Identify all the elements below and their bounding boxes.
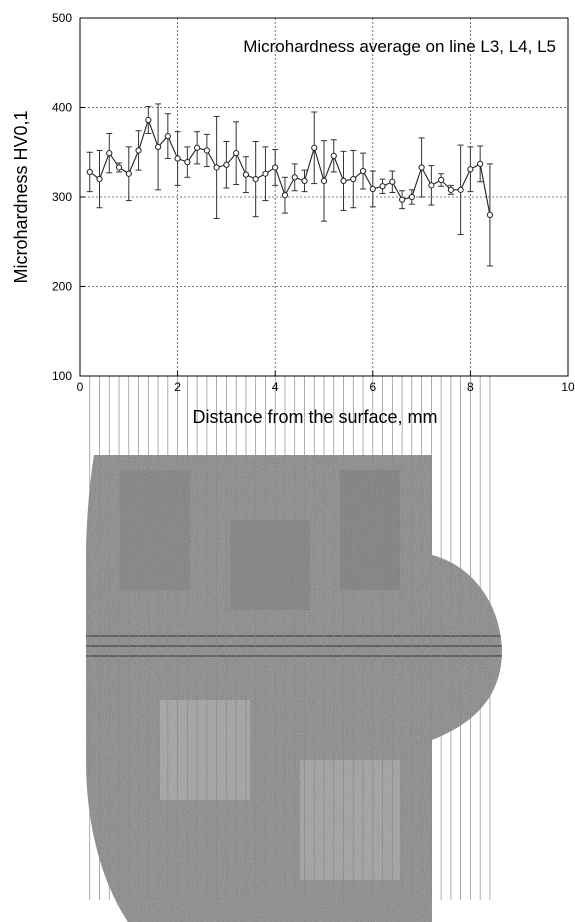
data-point: [379, 183, 386, 190]
specimen-tile: [160, 700, 250, 800]
x-tick-label: 8: [467, 380, 474, 394]
data-point: [96, 176, 103, 183]
data-point: [233, 150, 240, 157]
data-point: [486, 211, 494, 218]
data-point: [477, 160, 484, 167]
x-tick-label: 10: [561, 380, 575, 394]
data-point: [86, 168, 93, 176]
x-axis-label: Distance from the surface, mm: [192, 407, 437, 427]
data-point: [135, 147, 142, 154]
data-point: [194, 144, 201, 151]
specimen-tile: [230, 520, 310, 610]
data-point: [281, 192, 289, 199]
data-point: [301, 177, 308, 184]
data-point: [418, 164, 425, 171]
data-point: [359, 167, 367, 175]
data-point: [213, 164, 220, 171]
data-point: [242, 171, 250, 178]
data-point: [154, 143, 162, 150]
specimen-tile: [300, 760, 400, 880]
y-tick-label: 500: [52, 11, 72, 25]
y-axis-label: Microhardness HV0,1: [11, 110, 31, 283]
data-point: [115, 164, 123, 171]
data-point: [106, 150, 113, 157]
data-point: [320, 177, 328, 184]
data-point: [291, 174, 298, 181]
y-tick-label: 100: [52, 369, 72, 383]
data-points: [86, 116, 494, 218]
chart-title: Microhardness average on line L3, L4, L5: [243, 37, 556, 56]
series-line: [89, 118, 491, 216]
data-point: [350, 176, 357, 183]
data-point: [340, 177, 347, 184]
data-point: [330, 152, 337, 159]
x-tick-label: 0: [77, 380, 84, 394]
data-point: [125, 170, 132, 177]
x-tick-label: 6: [369, 380, 376, 394]
data-point: [203, 147, 210, 154]
data-point: [408, 193, 415, 201]
data-point: [145, 116, 152, 124]
data-point: [174, 155, 181, 162]
y-tick-label: 400: [52, 101, 72, 115]
data-point: [272, 164, 279, 171]
data-point: [369, 185, 376, 193]
data-point: [262, 170, 269, 177]
data-point: [438, 176, 445, 184]
chart: 0 2 4 6 8 10 100 200 300 400 500 Microhardness ave…: [11, 11, 575, 427]
specimen-tile: [120, 470, 190, 590]
data-point: [467, 166, 474, 173]
data-point: [428, 182, 435, 189]
specimen-tile: [340, 470, 400, 590]
data-point: [311, 144, 318, 151]
y-tick-label: 300: [52, 190, 72, 204]
data-point: [223, 161, 230, 168]
data-point: [447, 186, 454, 193]
data-point: [398, 196, 406, 203]
data-point: [457, 186, 464, 193]
data-point: [252, 176, 259, 183]
data-point: [184, 158, 191, 166]
data-point: [164, 133, 171, 140]
data-point: [389, 178, 396, 185]
x-tick-label: 4: [272, 380, 279, 394]
ticks: [79, 17, 569, 377]
tick-labels: 0 2 4 6 8 10 100 200 300 400 500: [52, 11, 575, 394]
y-tick-label: 200: [52, 280, 72, 294]
x-tick-label: 2: [174, 380, 181, 394]
